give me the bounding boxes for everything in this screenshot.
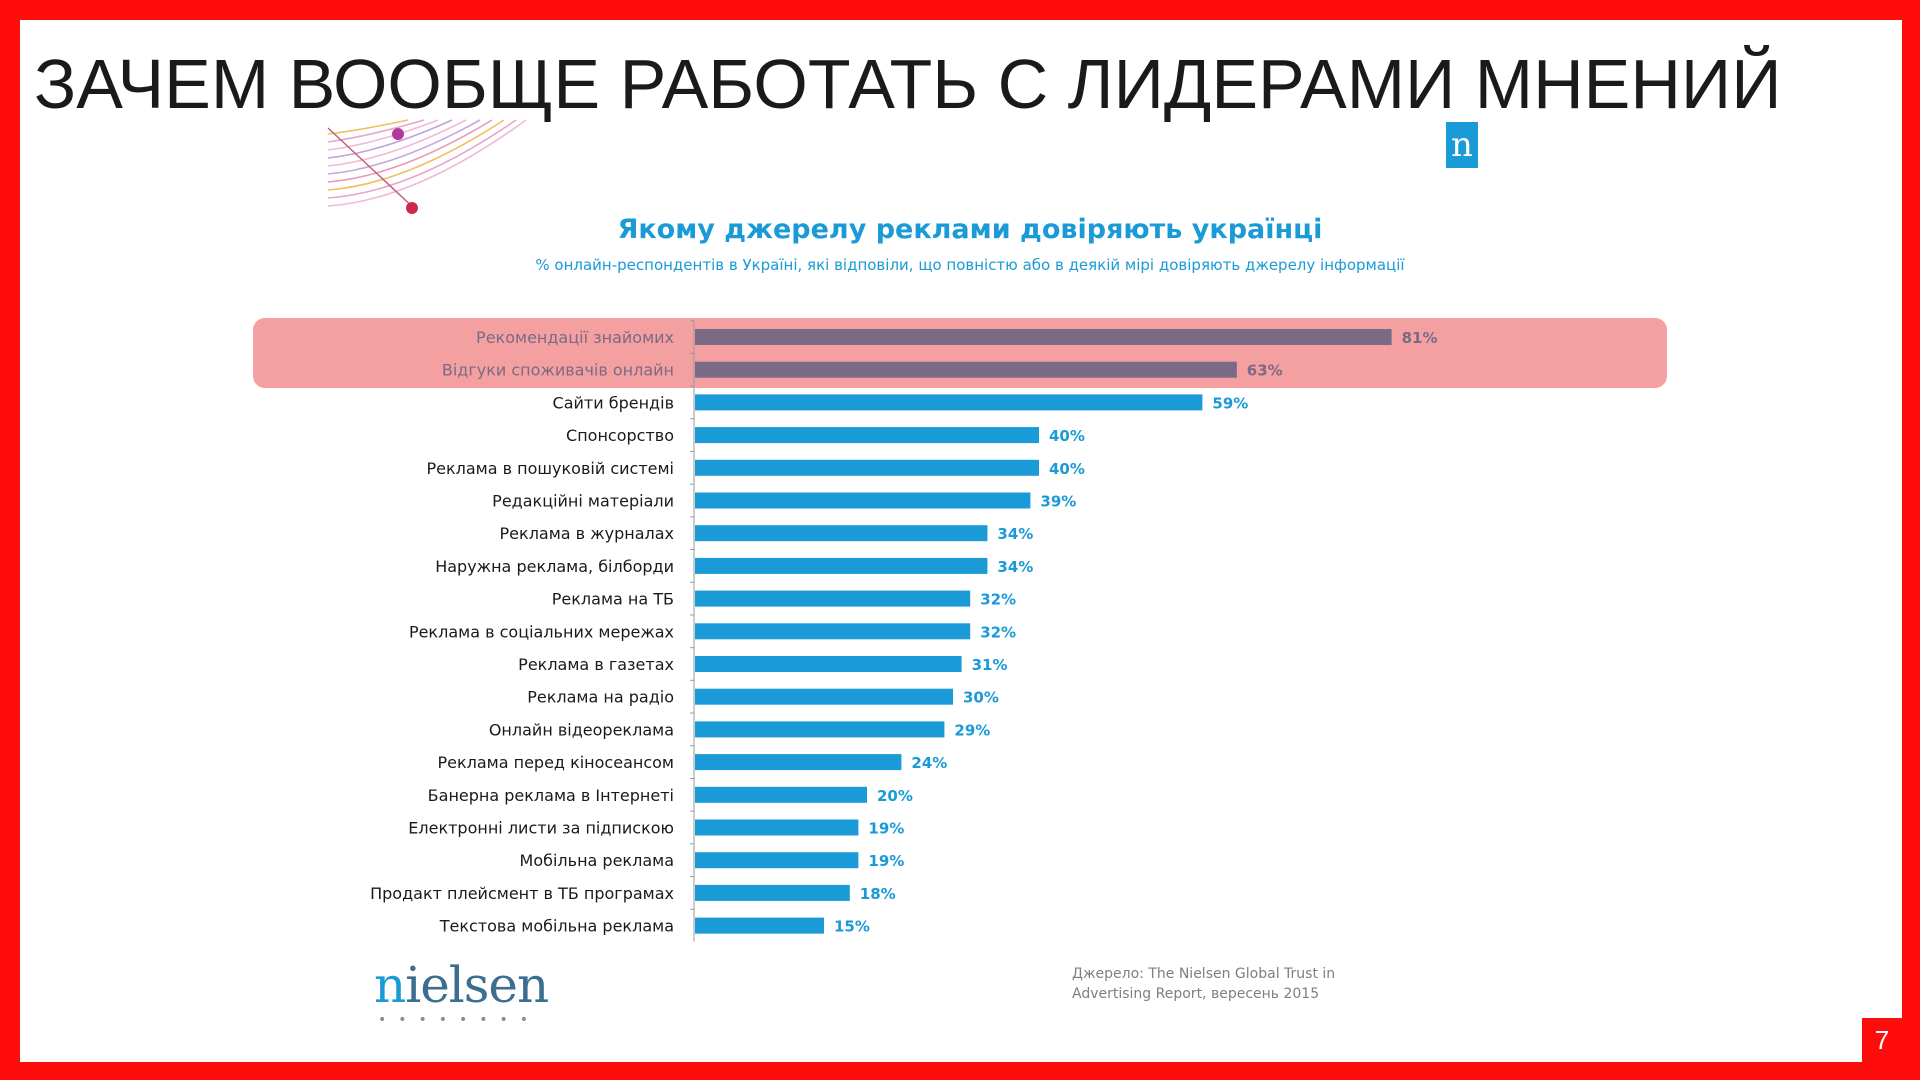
source-line-1: Джерело: The Nielsen Global Trust in: [1072, 966, 1336, 982]
data-label: 19%: [868, 820, 904, 838]
category-label: Спонсорство: [566, 426, 674, 445]
bar: [695, 361, 1237, 378]
nielsen-badge-icon: n: [1446, 122, 1478, 168]
data-label: 63%: [1247, 362, 1283, 380]
data-label: 29%: [954, 721, 990, 739]
category-label: Реклама на радіо: [527, 688, 674, 707]
category-label: Сайти брендів: [553, 393, 674, 412]
category-label: Редакційні матеріали: [492, 492, 674, 511]
data-label: 81%: [1402, 329, 1438, 347]
category-label: Електронні листи за підпискою: [408, 819, 674, 838]
logo-dots: ••••••••: [378, 1012, 541, 1028]
data-label: 20%: [877, 787, 913, 805]
decorative-lines-graphic: [327, 119, 527, 214]
bar: [695, 459, 1039, 476]
category-label: Відгуки споживачів онлайн: [442, 361, 674, 380]
data-label: 30%: [963, 689, 999, 707]
data-label: 32%: [980, 623, 1016, 641]
category-label: Реклама в соціальних мережах: [409, 622, 674, 641]
category-label: Реклама в журналах: [500, 524, 674, 543]
data-label: 19%: [868, 852, 904, 870]
bar: [695, 786, 867, 803]
data-label: 34%: [997, 525, 1033, 543]
chart-subtitle: % онлайн-респондентів в Україні, які від…: [535, 256, 1405, 274]
page-number: 7: [1862, 1018, 1902, 1062]
bar: [695, 688, 953, 705]
bar: [695, 884, 850, 901]
category-label: Реклама в пошуковій системі: [426, 459, 674, 478]
bar: [695, 623, 971, 640]
slide-title: ЗАЧЕМ ВООБЩЕ РАБОТАТЬ С ЛИДЕРАМИ МНЕНИЙ: [34, 45, 1782, 123]
bar: [695, 656, 962, 672]
data-label: 39%: [1040, 493, 1076, 511]
source-note: Джерело: The Nielsen Global Trust in Adv…: [1072, 964, 1402, 1004]
category-label: Наружна реклама, білборди: [435, 557, 674, 576]
data-label: 15%: [834, 918, 870, 936]
bar: [695, 525, 988, 542]
bar: [695, 590, 971, 607]
bar: [695, 819, 859, 836]
category-label: Реклама перед кіносеансом: [437, 753, 674, 772]
bar: [695, 492, 1031, 509]
bar: [695, 721, 945, 738]
data-label: 18%: [860, 885, 896, 903]
category-label: Онлайн відеореклама: [489, 720, 674, 739]
bar: [695, 427, 1039, 444]
category-label: Текстова мобільна реклама: [439, 917, 674, 936]
bar: [695, 754, 902, 771]
bar: [695, 394, 1203, 411]
category-label: Продакт плейсмент в ТБ програмах: [370, 884, 674, 903]
bar: [695, 329, 1392, 345]
category-label: Рекомендації знайомих: [476, 328, 674, 347]
logo-rest: ielsen: [405, 956, 549, 1014]
nielsen-logo: nielsen: [374, 956, 549, 1014]
data-label: 34%: [997, 558, 1033, 576]
category-label: Мобільна реклама: [520, 851, 674, 870]
category-label: Реклама на ТБ: [552, 590, 674, 609]
category-label: Банерна реклама в Інтернеті: [428, 786, 674, 805]
bar: [695, 917, 824, 934]
bar: [695, 852, 859, 869]
data-label: 24%: [911, 754, 947, 772]
data-label: 32%: [980, 591, 1016, 609]
data-label: 40%: [1049, 427, 1085, 445]
data-label: 40%: [1049, 460, 1085, 478]
data-label: 31%: [972, 656, 1008, 674]
category-label: Реклама в газетах: [518, 655, 674, 674]
bar: [695, 557, 988, 574]
data-label: 59%: [1212, 394, 1248, 412]
chart-title: Якому джерелу реклами довіряють українці: [617, 214, 1323, 245]
source-line-2: Advertising Report, вересень 2015: [1072, 986, 1320, 1002]
logo-first-letter: n: [374, 956, 406, 1014]
